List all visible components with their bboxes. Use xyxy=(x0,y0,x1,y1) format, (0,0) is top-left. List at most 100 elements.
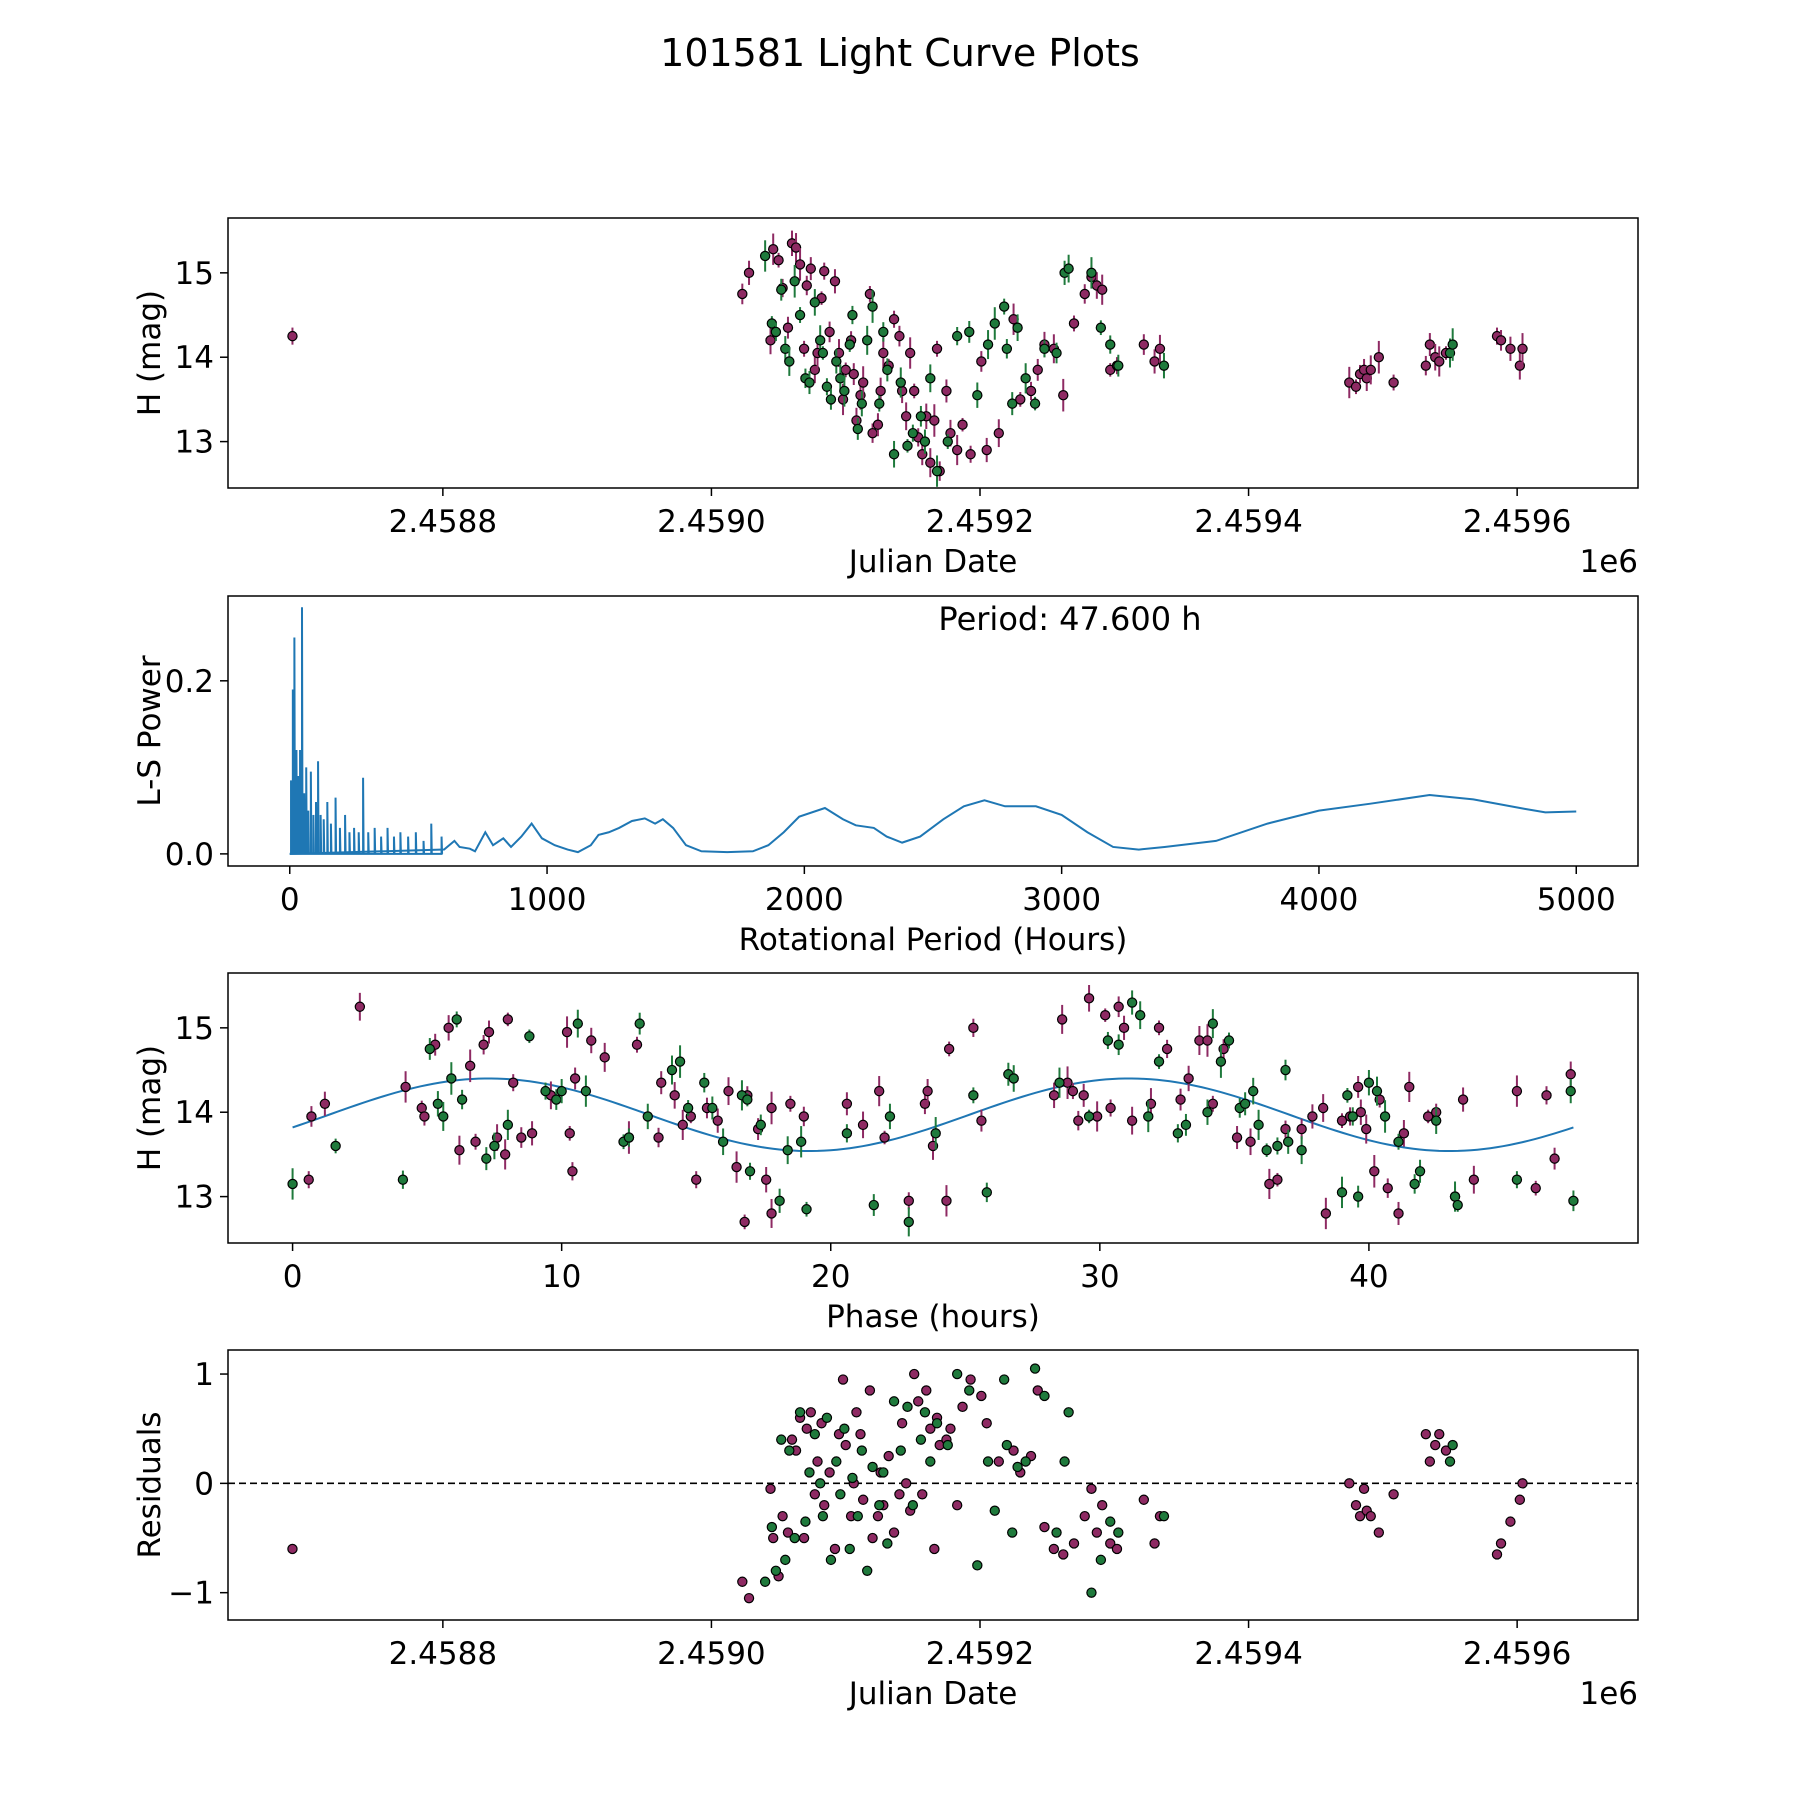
green-band-point xyxy=(907,427,919,439)
red-band-point xyxy=(805,1407,817,1418)
red-band-point xyxy=(1505,343,1516,354)
green-band-point xyxy=(882,364,893,376)
red-band-point xyxy=(1207,1098,1219,1109)
green-band-point xyxy=(766,1521,778,1533)
red-band-point xyxy=(516,1132,527,1143)
x-tick-label: 30 xyxy=(1080,1259,1119,1295)
red-band-point xyxy=(929,415,940,426)
red-band-point xyxy=(1398,1128,1410,1139)
green-band-point xyxy=(839,1423,850,1434)
green-band-point xyxy=(847,1472,858,1484)
red-band-point xyxy=(1358,1483,1370,1495)
green-band-point xyxy=(717,1136,729,1147)
green-band-point xyxy=(815,1478,826,1489)
plot-area xyxy=(287,230,1528,487)
red-band-point xyxy=(1296,1123,1307,1135)
green-band-point xyxy=(759,1576,771,1587)
green-band-point xyxy=(1029,1363,1041,1374)
green-band-point xyxy=(847,309,858,321)
green-band-point xyxy=(844,1543,855,1555)
green-band-point xyxy=(1180,1119,1192,1131)
red-band-point xyxy=(951,444,963,456)
green-band-point xyxy=(1371,1085,1383,1097)
green-band-point xyxy=(1280,1064,1291,1076)
green-band-point xyxy=(502,1119,514,1131)
green-band-point xyxy=(1143,1111,1154,1122)
green-band-point xyxy=(1447,339,1458,350)
x-tick-label: 2.4588 xyxy=(389,1636,497,1672)
red-band-point xyxy=(1111,1543,1123,1555)
green-band-point xyxy=(951,330,963,342)
red-band-point xyxy=(794,259,806,270)
green-band-point xyxy=(1336,1187,1348,1198)
green-band-point xyxy=(623,1132,635,1143)
green-band-point xyxy=(795,1136,807,1147)
y-axis-label: H (mag) xyxy=(132,1045,168,1171)
green-band-point xyxy=(784,356,795,367)
red-band-point xyxy=(1067,1085,1079,1097)
green-band-point xyxy=(839,385,850,397)
red-band-point xyxy=(1105,1102,1116,1114)
green-band-point xyxy=(1568,1195,1579,1207)
green-band-point xyxy=(862,335,873,346)
x-tick-label: 10 xyxy=(542,1259,581,1295)
green-band-point xyxy=(551,1094,562,1105)
red-band-point xyxy=(981,1418,992,1429)
phase-folded-panel: 0 10 20 30 40 13 14 15 Phase (hours) H (mag) xyxy=(132,972,1639,1335)
red-band-point xyxy=(1373,1527,1385,1538)
green-band-point xyxy=(776,284,787,295)
red-band-point xyxy=(829,276,841,287)
plot-area xyxy=(289,607,1577,855)
red-band-point xyxy=(1514,1494,1526,1505)
y-tick-label: 15 xyxy=(175,1011,214,1047)
green-band-point xyxy=(1051,1527,1062,1538)
x-tick-label: 0 xyxy=(283,1259,303,1295)
red-band-point xyxy=(443,1022,454,1034)
green-band-point xyxy=(1007,1527,1018,1538)
green-band-point xyxy=(1158,1510,1170,1522)
red-band-point xyxy=(824,1467,835,1478)
y-axis-label: H (mag) xyxy=(132,290,168,416)
y-axis-label: L-S Power xyxy=(132,655,168,806)
green-band-point xyxy=(1414,1166,1426,1177)
red-band-point xyxy=(354,1001,366,1012)
green-band-point xyxy=(1347,1111,1358,1122)
red-band-point xyxy=(798,1111,810,1122)
green-band-point xyxy=(804,1467,815,1478)
green-band-point xyxy=(1113,360,1124,371)
green-band-point xyxy=(1039,343,1050,354)
red-band-point xyxy=(777,1510,788,1522)
green-band-point xyxy=(572,1018,584,1029)
red-band-point xyxy=(1149,1538,1160,1549)
green-band-point xyxy=(841,1128,853,1139)
red-band-point xyxy=(319,1098,331,1109)
red-band-point xyxy=(872,419,884,430)
x-tick-label: 2000 xyxy=(765,882,844,918)
green-band-point xyxy=(682,1102,694,1114)
green-band-point xyxy=(981,1187,993,1198)
red-band-point xyxy=(867,1532,878,1544)
red-band-point xyxy=(1517,343,1528,354)
green-band-point xyxy=(666,1064,678,1076)
green-band-point xyxy=(481,1153,492,1164)
green-band-point xyxy=(1001,343,1013,354)
red-band-point xyxy=(798,343,810,354)
red-band-point xyxy=(1388,377,1399,388)
green-band-point xyxy=(794,1407,806,1418)
red-band-point xyxy=(855,1428,866,1440)
red-band-point xyxy=(941,1195,952,1207)
red-band-point xyxy=(478,1039,489,1050)
red-band-point xyxy=(737,1576,748,1587)
red-band-point xyxy=(1404,1081,1415,1093)
green-band-point xyxy=(852,1510,864,1522)
red-band-point xyxy=(922,1085,933,1097)
red-band-point xyxy=(801,1423,812,1434)
red-band-point xyxy=(1420,360,1432,371)
periodogram-line xyxy=(289,794,1577,855)
red-band-point xyxy=(981,444,992,456)
green-band-point xyxy=(868,1199,880,1211)
green-band-point xyxy=(1409,1178,1420,1190)
red-band-point xyxy=(1231,1132,1243,1143)
red-band-point xyxy=(1336,1115,1348,1126)
red-band-point xyxy=(564,1128,575,1139)
